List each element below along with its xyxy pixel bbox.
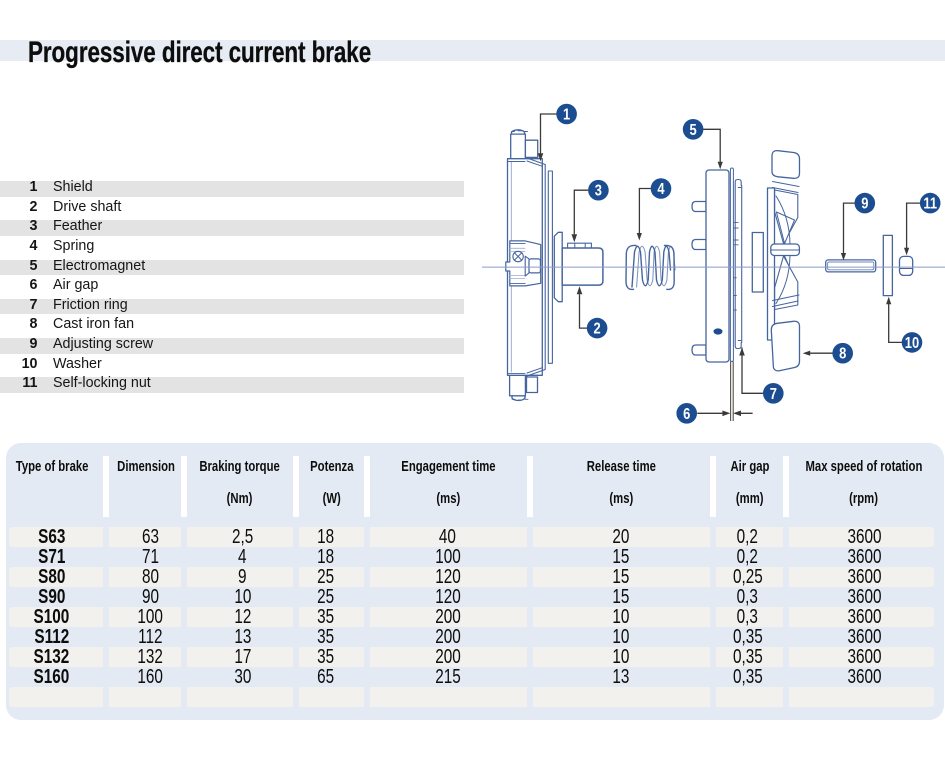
svg-text:6: 6 bbox=[683, 406, 690, 423]
svg-text:4: 4 bbox=[657, 181, 664, 198]
svg-text:10: 10 bbox=[905, 335, 919, 352]
svg-text:5: 5 bbox=[689, 122, 696, 139]
svg-text:11: 11 bbox=[923, 196, 937, 213]
svg-text:9: 9 bbox=[861, 196, 868, 213]
svg-text:8: 8 bbox=[839, 346, 846, 363]
svg-text:2: 2 bbox=[593, 321, 600, 338]
svg-text:1: 1 bbox=[563, 107, 570, 124]
svg-text:7: 7 bbox=[770, 386, 777, 403]
svg-text:3: 3 bbox=[595, 183, 602, 200]
